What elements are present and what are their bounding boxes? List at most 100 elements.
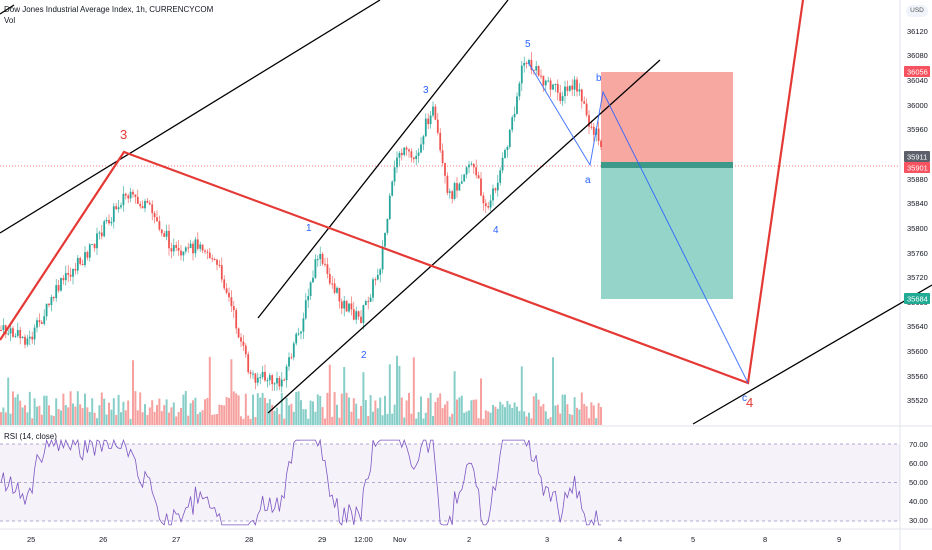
price-tick: 35600 <box>907 347 928 356</box>
volume-bar <box>451 413 454 425</box>
time-axis[interactable]: 25 26 27 28 29 12:00 Nov 2 3 4 5 8 9 <box>27 535 841 544</box>
volume-bar <box>194 397 197 425</box>
candle-body <box>12 328 14 337</box>
volume-bar <box>403 417 406 425</box>
volume-bar <box>91 398 94 425</box>
channel-line-corner[interactable] <box>0 4 15 15</box>
volume-bar <box>295 392 298 425</box>
candle-body <box>38 320 41 323</box>
candle-body <box>309 282 312 297</box>
volume-bar <box>436 397 439 425</box>
volume-bar <box>290 403 293 425</box>
volume-bar <box>489 412 492 425</box>
volume-bar <box>340 393 343 425</box>
candle-body <box>98 232 101 234</box>
volume-bar <box>216 414 218 425</box>
candle-body <box>295 333 298 344</box>
rsi-indicator-label[interactable]: RSI (14, close) <box>4 432 57 441</box>
candle-body <box>314 259 317 278</box>
price-tick: 35960 <box>907 125 928 134</box>
candle-body <box>554 84 557 86</box>
volume-bar <box>9 413 12 425</box>
volume-bar <box>120 412 122 425</box>
candle-body <box>244 345 247 355</box>
entry-line[interactable] <box>601 162 733 168</box>
volume-bar <box>501 404 504 425</box>
volume-bar <box>88 411 91 425</box>
candle-body <box>391 181 394 196</box>
volume-bar <box>175 416 178 425</box>
symbol-title[interactable]: Dow Jones Industrial Average Index, 1h, … <box>4 5 214 14</box>
channel-line-right[interactable] <box>692 284 932 425</box>
channel-line-lower[interactable] <box>267 59 661 414</box>
volume-bar <box>576 407 578 425</box>
candle-body <box>535 66 538 71</box>
volume-bar <box>400 397 403 425</box>
stop-loss-zone[interactable] <box>601 72 733 162</box>
candle-body <box>232 306 235 311</box>
volume-bar <box>532 396 535 425</box>
volume-bar <box>184 391 187 425</box>
blue-wave-path[interactable] <box>527 61 749 384</box>
volume-indicator-label[interactable]: Vol <box>4 16 16 25</box>
volume-bar <box>129 418 132 425</box>
candle-body <box>160 229 163 234</box>
candle-body <box>477 175 480 179</box>
volume-bar <box>108 402 110 425</box>
volume-bar <box>571 414 574 425</box>
volume-bar <box>439 393 442 425</box>
chart-legend[interactable]: Dow Jones Industrial Average Index, 1h, … <box>4 4 213 26</box>
volume-bar <box>182 394 185 425</box>
candle-body <box>237 328 240 338</box>
volume-bar <box>280 392 283 425</box>
candle-body <box>62 277 65 281</box>
volume-bar <box>321 407 324 425</box>
volume-bar <box>240 416 242 425</box>
candle-body <box>76 257 79 271</box>
candle-body <box>331 283 334 285</box>
volume-bar <box>156 405 158 425</box>
time-tick: 8 <box>763 535 767 544</box>
volume-bar <box>127 400 130 425</box>
volume-bar <box>372 411 374 425</box>
candle-body <box>290 357 293 359</box>
wave-label-blue-3: 3 <box>423 85 429 96</box>
red-wave-path[interactable] <box>0 0 805 385</box>
candle-body <box>424 118 427 137</box>
volume-bar <box>424 412 427 425</box>
candle-body <box>103 221 106 237</box>
volume-bar <box>475 399 478 425</box>
volume-bar <box>55 398 58 425</box>
candle-body <box>256 377 259 383</box>
volume-bar <box>38 405 41 425</box>
candle-body <box>79 257 82 264</box>
volume-bar <box>417 412 420 425</box>
candle-body <box>360 316 362 323</box>
candle-body <box>271 375 274 385</box>
volume-bar <box>379 397 382 425</box>
price-tick: 36040 <box>907 76 928 85</box>
candle-body <box>561 96 564 101</box>
candle-body <box>544 80 547 86</box>
channel-line-upper-left[interactable] <box>0 0 381 234</box>
volume-bar <box>122 401 125 425</box>
candle-body <box>600 140 602 147</box>
candle-body <box>379 269 382 275</box>
volume-bar <box>74 406 77 425</box>
rsi-axis[interactable]: 70.00 60.00 50.00 40.00 30.00 <box>909 440 928 525</box>
volume-bar <box>345 392 348 425</box>
candle-body <box>516 96 518 114</box>
take-profit-zone[interactable] <box>601 168 733 299</box>
volume-bar <box>508 404 511 425</box>
volume-bar <box>446 401 449 425</box>
channel-line-upper[interactable] <box>257 0 509 319</box>
channel-lines[interactable] <box>0 0 932 425</box>
candle-body <box>189 243 192 248</box>
volume-bar <box>432 415 434 425</box>
candle-body <box>408 149 410 152</box>
volume-bar <box>112 398 115 425</box>
currency-badge[interactable]: USD <box>906 5 928 17</box>
volume-bar <box>386 413 389 425</box>
candle-body <box>105 220 108 222</box>
